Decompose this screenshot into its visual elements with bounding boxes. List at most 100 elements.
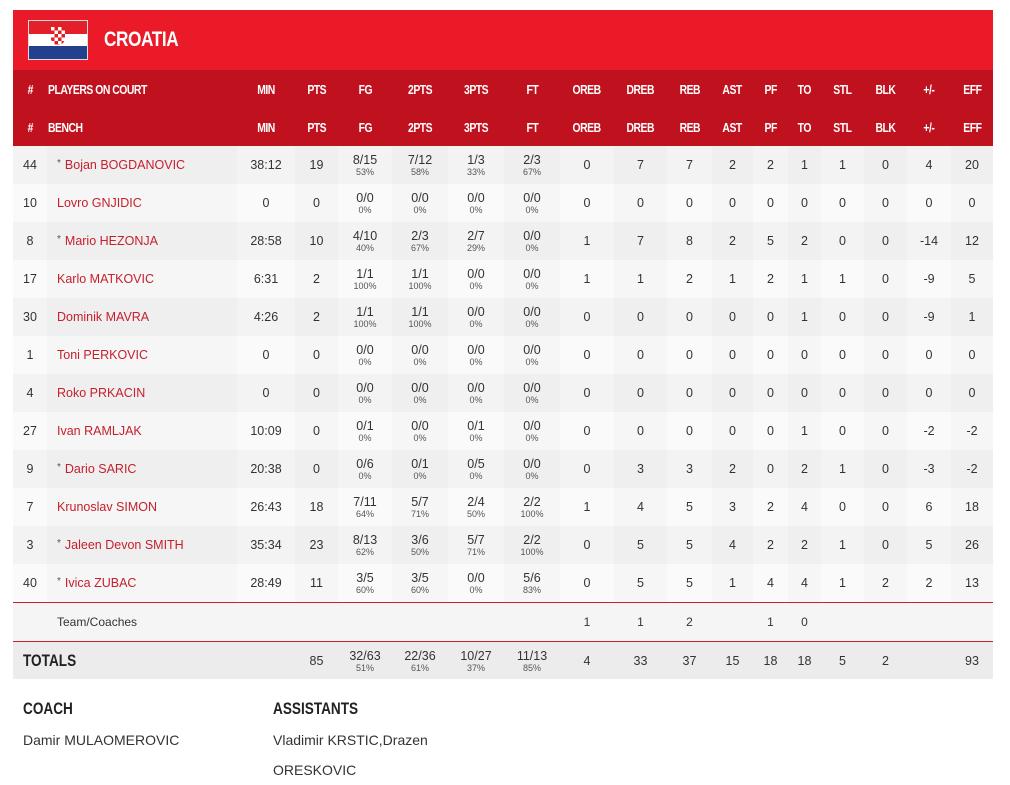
stat-reb: 2 [667,602,712,642]
stat-stl: 1 [821,146,864,184]
stat-oreb: 0 [560,146,614,184]
stat-dreb: 0 [614,412,667,450]
column-header[interactable]: +/- [907,70,951,108]
stat-eff: 20 [951,146,993,184]
stat-pf: 2 [753,260,788,298]
column-header[interactable]: STL [821,70,864,108]
column-header[interactable]: TO [788,108,821,146]
stat-pts: 0 [295,412,338,450]
stat-min: 26:43 [237,488,295,526]
column-header[interactable]: PF [753,70,788,108]
stat-to: 18 [788,641,821,679]
stat-reb: 8 [667,222,712,260]
player-cell: * Bojan BOGDANOVIC [47,146,237,184]
starter-marker: * [57,462,61,473]
stat-dreb: 0 [614,336,667,374]
stat-p3: 1/3 33% [448,146,504,184]
stat-eff: -2 [951,412,993,450]
stat-eff: 0 [951,374,993,412]
column-header[interactable]: PTS [295,70,338,108]
stat-ft: 2/2 100% [504,526,560,564]
stat-pm: 4 [907,146,951,184]
stat-p2: 7/12 58% [392,146,448,184]
column-header[interactable]: STL [821,108,864,146]
column-header[interactable]: OREB [560,108,614,146]
stat-pm: -9 [907,260,951,298]
stat-pts: 2 [295,260,338,298]
player-name-link[interactable]: Dario SARIC [64,462,137,476]
player-name-link[interactable]: Bojan BOGDANOVIC [64,158,186,172]
column-header[interactable]: FT [504,70,560,108]
player-name-link[interactable]: Roko PRKACIN [57,386,146,400]
column-header[interactable]: BENCH [47,108,237,146]
player-row: 44 * Bojan BOGDANOVIC 38:12 19 8/15 53% 7/12 5… [13,146,993,184]
player-name-link[interactable]: Krunoslav SIMON [57,500,158,514]
column-header[interactable]: EFF [951,70,993,108]
column-header[interactable]: PLAYERS ON COURT [47,70,237,108]
player-name-link[interactable]: Lovro GNJIDIC [57,196,142,210]
column-header[interactable]: PTS [295,108,338,146]
stat-ast: 2 [712,450,753,488]
column-header[interactable]: 3PTS [448,70,504,108]
player-name-link[interactable]: Dominik MAVRA [57,310,150,324]
column-header[interactable]: # [13,70,47,108]
column-header[interactable]: DREB [614,108,667,146]
stat-min: 20:38 [237,450,295,488]
stat-num: 8 [13,222,47,260]
totals-row: TOTALS 85 32/63 51% 22/36 61% 10/27 37% 11/13 85… [13,641,993,679]
column-header[interactable]: 2PTS [392,70,448,108]
stat-fg: 1/1 100% [338,260,392,298]
column-header[interactable]: EFF [951,108,993,146]
column-header[interactable]: TO [788,70,821,108]
croatia-flag-icon [28,20,88,60]
column-header[interactable]: PF [753,108,788,146]
column-header[interactable]: FG [338,108,392,146]
stat-ft: 0/0 0% [504,450,560,488]
stat-dreb: 33 [614,641,667,679]
starter-marker: * [57,538,61,549]
stat-ft: 5/6 83% [504,564,560,603]
column-header[interactable]: AST [712,70,753,108]
column-header[interactable]: DREB [614,70,667,108]
stat-eff: 1 [951,298,993,336]
stat-dreb: 7 [614,146,667,184]
column-header[interactable]: BLK [864,70,907,108]
stat-min: 6:31 [237,260,295,298]
stat-stl: 0 [821,298,864,336]
column-header[interactable]: REB [667,70,712,108]
column-header[interactable]: 3PTS [448,108,504,146]
column-header[interactable]: MIN [237,70,295,108]
stat-eff: 13 [951,564,993,603]
column-header[interactable]: BLK [864,108,907,146]
column-header[interactable]: # [13,108,47,146]
stat-dreb: 0 [614,298,667,336]
stat-reb: 0 [667,374,712,412]
column-header[interactable]: REB [667,108,712,146]
stat-pf: 5 [753,222,788,260]
stat-ft: 0/0 0% [504,412,560,450]
player-name-link[interactable]: Mario HEZONJA [64,234,158,248]
column-header[interactable]: FG [338,70,392,108]
column-header[interactable]: OREB [560,70,614,108]
column-header[interactable]: FT [504,108,560,146]
player-name-link[interactable]: Ivan RAMLJAK [57,424,142,438]
player-name-link[interactable]: Karlo MATKOVIC [57,272,155,286]
stat-pts: 10 [295,222,338,260]
column-header[interactable]: 2PTS [392,108,448,146]
stat-stl: 0 [821,222,864,260]
stat-eff: 18 [951,488,993,526]
column-header[interactable]: +/- [907,108,951,146]
player-cell: Karlo MATKOVIC [47,260,237,298]
player-name-link[interactable]: Jaleen Devon SMITH [64,538,184,552]
column-header[interactable]: MIN [237,108,295,146]
column-header[interactable]: AST [712,108,753,146]
stat-p3: 5/7 71% [448,526,504,564]
stat-pm: 6 [907,488,951,526]
stat-ft: 2/3 67% [504,146,560,184]
stat-eff: 0 [951,336,993,374]
stat-oreb: 0 [560,564,614,603]
stat-to: 0 [788,184,821,222]
stat-dreb: 4 [614,488,667,526]
player-name-link[interactable]: Toni PERKOVIC [57,348,149,362]
player-name-link[interactable]: Ivica ZUBAC [64,576,137,590]
